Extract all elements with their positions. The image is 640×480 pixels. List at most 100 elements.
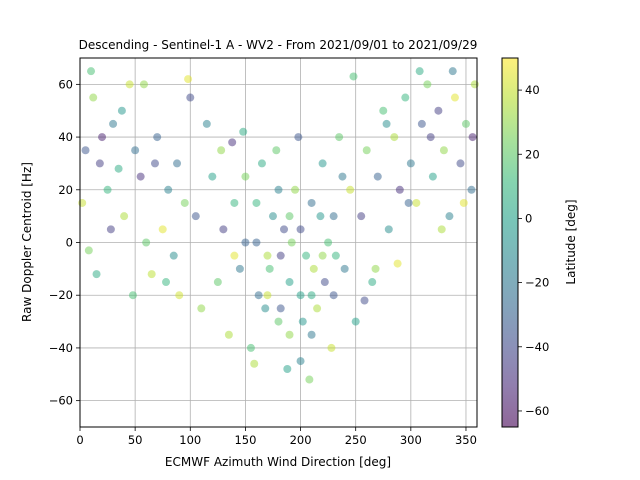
scatter-point [456,159,465,168]
scatter-point [257,159,266,168]
scatter-point [285,212,294,221]
scatter-point [109,119,118,128]
scatter-point [371,264,380,273]
scatter-point [164,185,173,194]
scatter-point [241,172,250,181]
scatter-point [250,359,259,368]
scatter-point [340,264,349,273]
scatter-point [252,198,261,207]
x-tick-label: 200 [290,433,312,447]
colorbar: −60 −40 −20 0 20 40 [501,57,549,428]
scatter-point [360,296,369,305]
chart-title: Descending - Sentinel-1 A - WV2 - From 2… [79,38,478,52]
scatter-point [351,317,360,326]
scatter-point [131,146,140,155]
scatter-point [448,67,457,76]
scatter-point [120,212,129,221]
scatter-point [87,67,96,76]
scatter-point [224,330,233,339]
scatter-point [263,251,272,260]
scatter-point [426,133,435,142]
scatter-point [316,212,325,221]
scatter-point [357,212,366,221]
scatter-point [180,198,189,207]
y-tick-label: 40 [58,130,73,144]
scatter-point [346,185,355,194]
scatter-point [92,270,101,279]
colorbar-label: Latitude [deg] [564,199,578,284]
scatter-point [331,251,340,260]
scatter-point [362,146,371,155]
x-tick-label: 350 [455,433,477,447]
scatter-point [208,172,217,181]
scatter-point [309,264,318,273]
scatter-point [98,133,107,142]
scatter-point [184,75,193,84]
scatter-point [265,264,274,273]
grid-layer [79,58,477,427]
scatter-point [142,238,151,247]
colorbar-tick-label: 20 [525,147,540,161]
scatter-point [125,80,134,89]
scatter-point [468,133,477,142]
scatter-point [467,185,476,194]
scatter-point [384,225,393,234]
scatter-point [114,164,123,173]
scatter-point [434,106,443,115]
scatter-point [103,185,112,194]
scatter-point [272,146,281,155]
scatter-point [390,133,399,142]
scatter-point [147,270,156,279]
x-axis-label: ECMWF Azimuth Wind Direction [deg] [165,455,391,469]
scatter-point [276,304,285,313]
x-tick-label: 0 [76,433,83,447]
scatter-point [241,238,250,247]
scatter-point [246,343,255,352]
scatter-point [95,159,104,168]
scatter-point [197,304,206,313]
scatter-point [393,259,402,268]
scatter-point [291,185,300,194]
scatter-point [235,264,244,273]
scatter-point [139,80,148,89]
scatter-point [276,251,285,260]
scatter-point [239,127,248,136]
y-axis-ticks: −60 −40 −20 0 20 40 60 [49,77,80,408]
scatter-point [263,291,272,300]
scatter-point [307,198,316,207]
scatter-point [213,278,222,287]
scatter-point [412,198,421,207]
x-tick-label: 150 [234,433,256,447]
scatter-point [459,198,468,207]
scatter-point [313,304,322,313]
scatter-point [268,212,277,221]
scatter-point [296,357,305,366]
y-tick-label: −40 [49,341,73,355]
scatter-point [437,225,446,234]
scatter-point [461,119,470,128]
scatter-point [445,212,454,221]
scatter-point [280,225,289,234]
scatter-point [329,212,338,221]
scatter-point [329,291,338,300]
scatter-point [228,138,237,147]
colorbar-ticks: −60 −40 −20 0 20 40 [518,83,549,418]
scatter-point [307,330,316,339]
x-tick-label: 50 [128,433,143,447]
scatter-point [136,172,145,181]
scatter-point [84,246,93,255]
scatter-point [191,212,200,221]
x-tick-label: 250 [345,433,367,447]
x-tick-label: 100 [179,433,201,447]
y-tick-label: −20 [49,288,73,302]
scatter-point [349,72,358,81]
scatter-point [128,291,137,300]
scatter-point [78,198,87,207]
scatter-point [169,251,178,260]
scatter-point [202,119,211,128]
x-axis-ticks: 0 50 100 150 200 250 300 350 [76,427,477,447]
scatter-point [307,291,316,300]
scatter-point [285,330,294,339]
y-tick-label: 60 [58,77,73,91]
